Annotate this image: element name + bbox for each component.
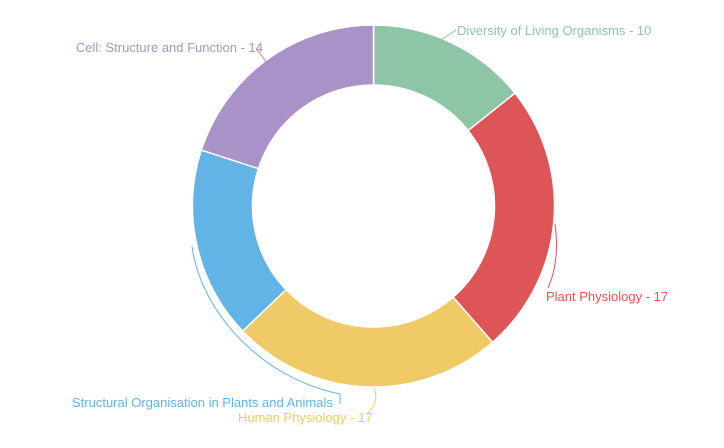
label-plant-physiology: Plant Physiology - 17 — [546, 289, 668, 304]
leader-line-human-physiology — [366, 387, 377, 415]
slice-plant-physiology[interactable] — [452, 92, 556, 344]
leader-line-structural-organisation-in-plants-and-animals — [191, 245, 341, 404]
slice-structural-organisation-in-plants-and-animals[interactable] — [191, 149, 288, 333]
labels-layer: Diversity of Living Organisms - 10 Plant … — [72, 23, 668, 425]
label-cell-structure-and-function: Cell: Structure and Function - 14 — [76, 40, 263, 55]
slice-human-physiology[interactable] — [241, 288, 494, 388]
leader-line-cell-structure-and-function — [255, 48, 269, 67]
leader-line-plant-physiology — [547, 223, 557, 289]
label-structural-organisation-in-plants-and-animals: Structural Organisation in Plants and An… — [72, 395, 333, 410]
slice-cell-structure-and-function[interactable] — [200, 24, 375, 170]
label-diversity-of-living-organisms: Diversity of Living Organisms - 10 — [457, 23, 651, 38]
slices-layer — [191, 24, 556, 388]
leaders-layer — [191, 29, 557, 415]
leader-line-diversity-of-living-organisms — [439, 29, 457, 41]
label-human-physiology: Human Physiology - 17 — [238, 410, 372, 425]
